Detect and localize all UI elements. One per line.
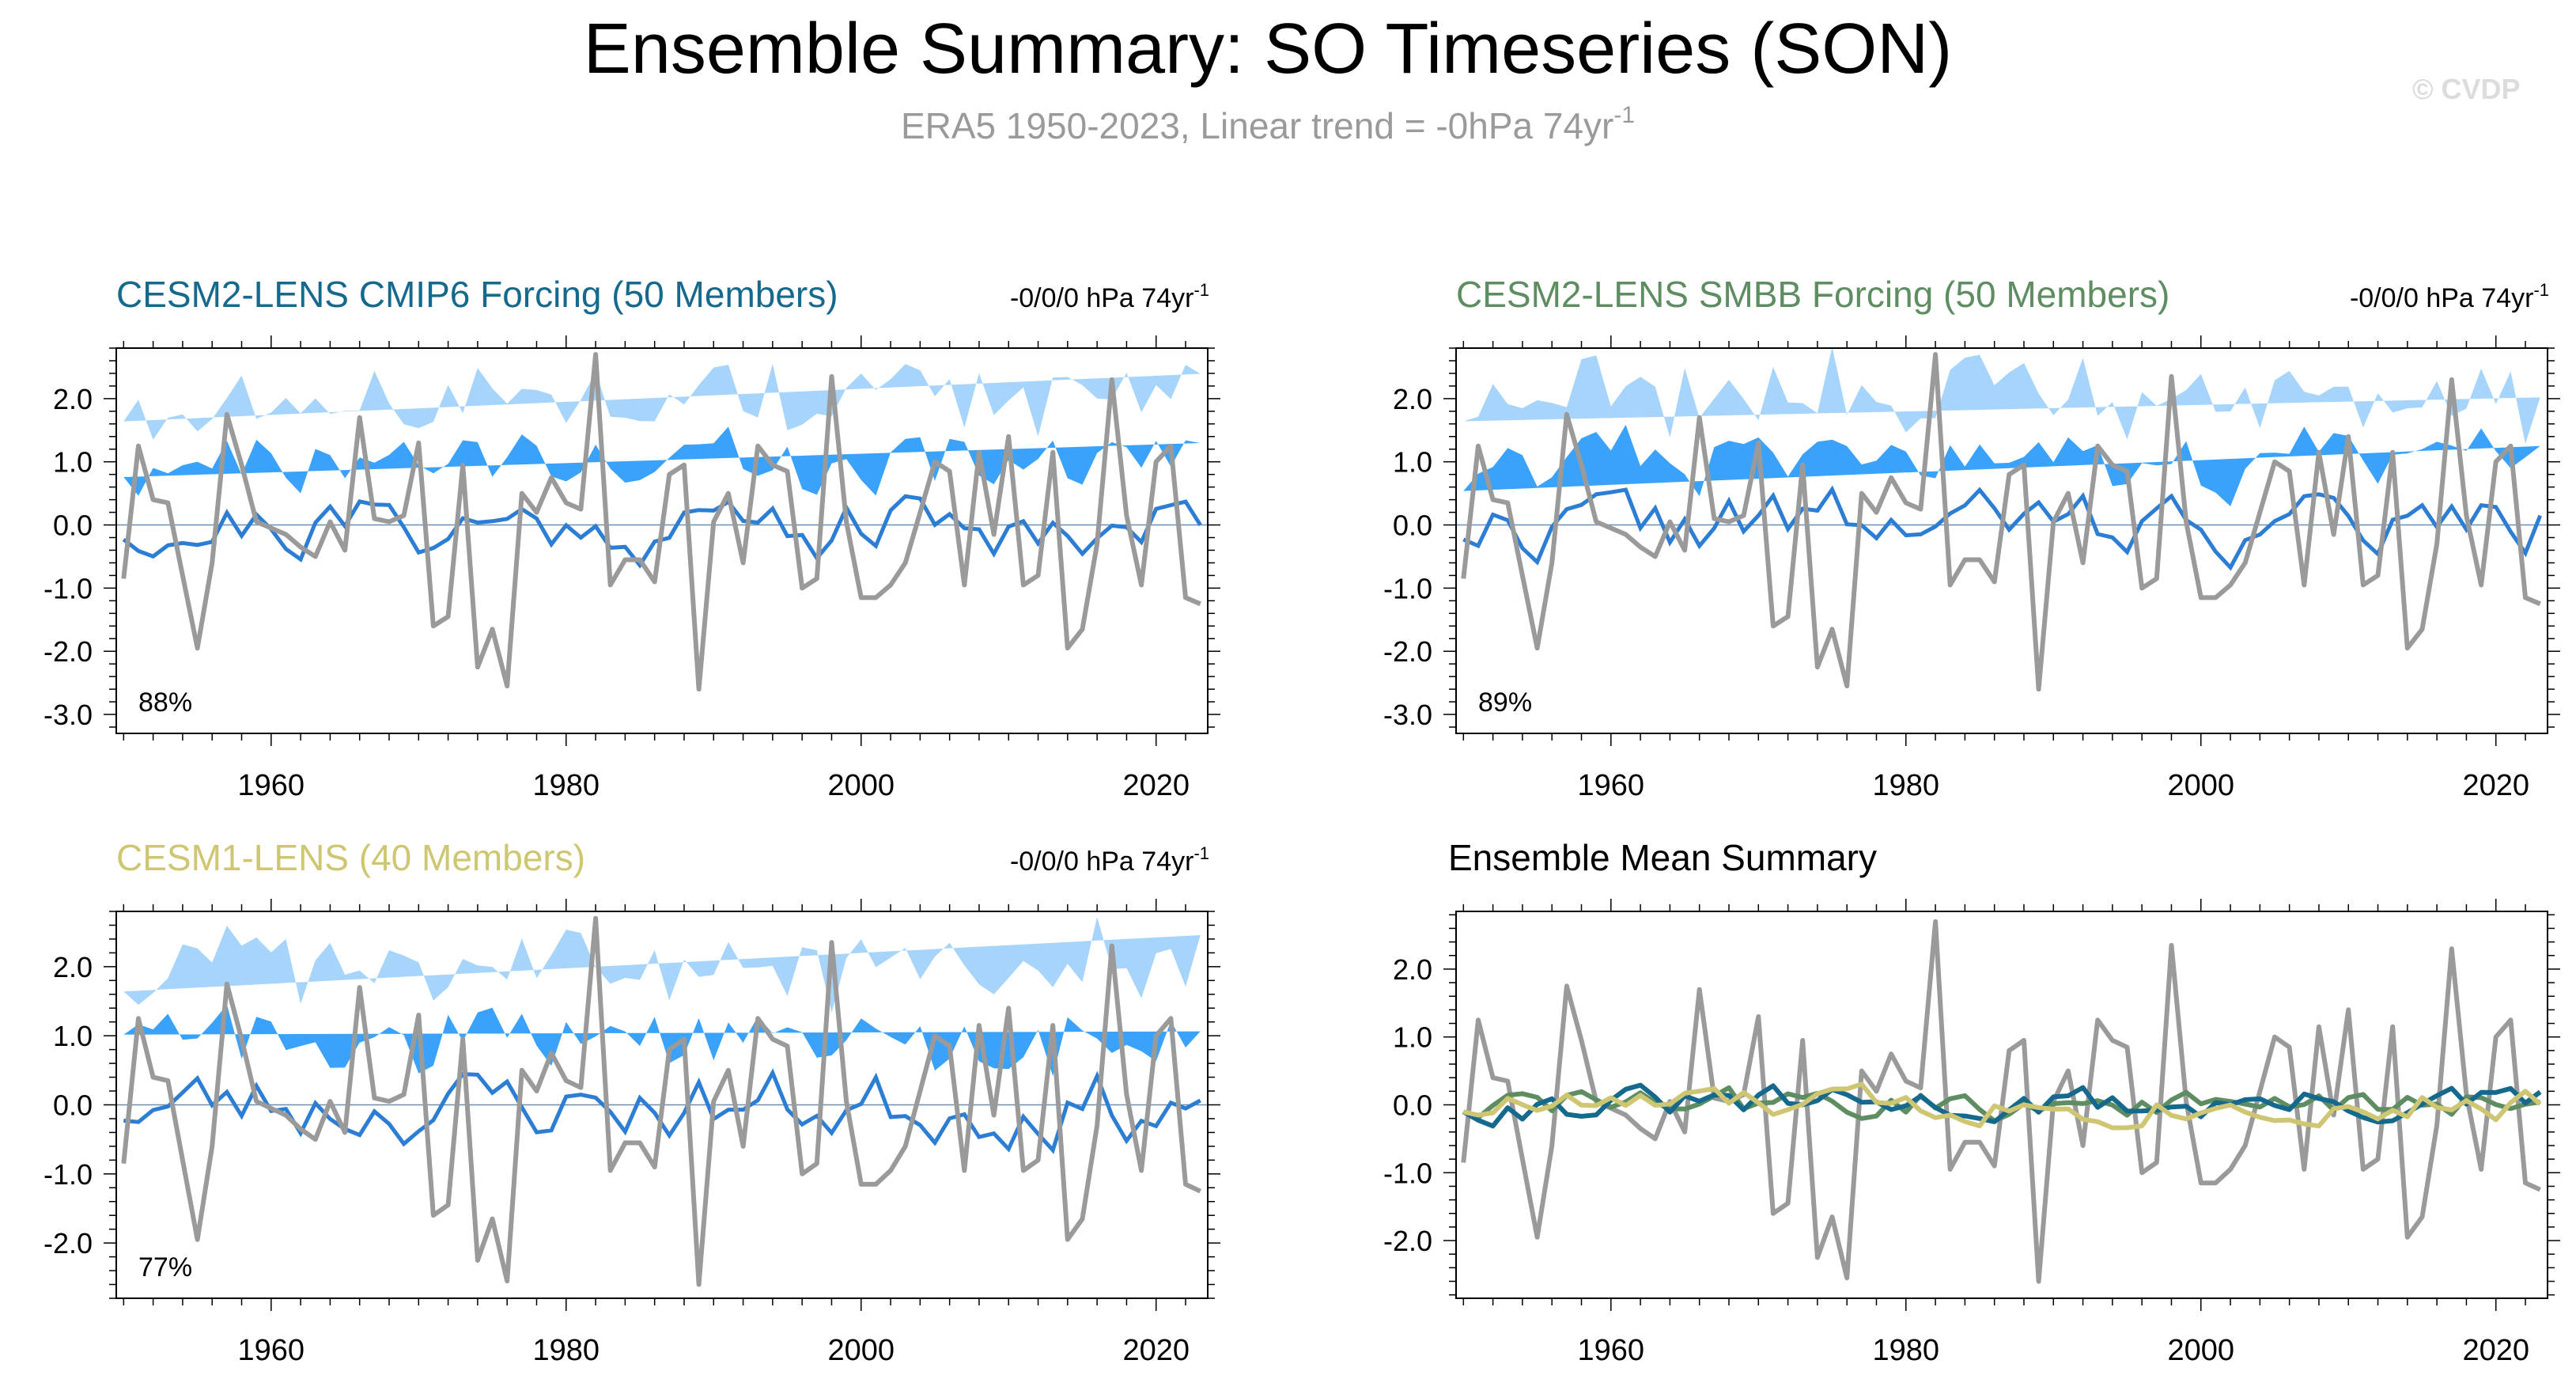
panel-title: CESM1-LENS (40 Members) bbox=[116, 837, 585, 878]
cvdp-watermark: © CVDP bbox=[2412, 73, 2521, 105]
y-tick-label: 2.0 bbox=[1393, 383, 1432, 415]
y-tick-label: 2.0 bbox=[53, 383, 93, 415]
plot-frame bbox=[1455, 347, 2548, 734]
panel-ensemble-mean-summary: Ensemble Mean Summary 2.0 1.0 0.0 -1.0 -2.0 19… bbox=[1383, 837, 2560, 1367]
inner-spread-band bbox=[1463, 424, 2540, 506]
x-tick-label: 1980 bbox=[1873, 1334, 1940, 1367]
obs-era5-line bbox=[121, 915, 1201, 1287]
y-tick-label: -1.0 bbox=[44, 1158, 93, 1191]
figure-subtitle: ERA5 1950-2023, Linear trend = -0hPa 74y… bbox=[901, 102, 1635, 146]
panel-title: CESM2-LENS CMIP6 Forcing (50 Members) bbox=[116, 274, 838, 315]
inner-spread-band bbox=[123, 1004, 1201, 1077]
inner-spread-band bbox=[123, 426, 1201, 496]
y-tick-label: -3.0 bbox=[44, 699, 93, 731]
percent-label: 77% bbox=[138, 1252, 192, 1282]
x-tick-label: 2020 bbox=[2462, 1334, 2529, 1367]
outer-spread-band bbox=[123, 916, 1201, 1013]
obs-era5-line bbox=[121, 352, 1201, 692]
trend-label: -0/0/0 hPa 74yr-1 bbox=[2350, 280, 2549, 313]
y-tick-label: 0.0 bbox=[1393, 1089, 1432, 1122]
trend-text: -0/0/0 hPa 74yr bbox=[1010, 847, 1193, 877]
trend-text: -0/0/0 hPa 74yr bbox=[2350, 283, 2533, 313]
panel-title: Ensemble Mean Summary bbox=[1448, 837, 1877, 878]
x-tick-label: 1980 bbox=[533, 769, 600, 802]
figure-title: Ensemble Summary: SO Timeseries (SON) bbox=[584, 9, 1952, 89]
x-tick-label: 1960 bbox=[238, 769, 305, 802]
plot-area bbox=[1456, 348, 2548, 692]
y-tick-label: -2.0 bbox=[44, 1227, 93, 1260]
trend-label: -0/0/0 hPa 74yr-1 bbox=[1010, 280, 1209, 313]
x-tick-label: 2000 bbox=[2167, 1334, 2234, 1367]
percent-label: 88% bbox=[138, 688, 192, 718]
y-tick-label: 0.0 bbox=[53, 1089, 93, 1122]
plot-area bbox=[116, 352, 1208, 692]
y-tick-label: -1.0 bbox=[1383, 1157, 1432, 1189]
y-tick-label: 1.0 bbox=[1393, 446, 1432, 479]
trend-superscript: -1 bbox=[1193, 843, 1209, 863]
outer-spread-band bbox=[123, 363, 1201, 440]
x-tick-label: 1960 bbox=[1578, 769, 1645, 802]
y-tick-label: -2.0 bbox=[1383, 1225, 1432, 1257]
x-tick-label: 1960 bbox=[1578, 1334, 1645, 1367]
plot-area bbox=[116, 915, 1208, 1287]
series-line-cesm1-lens bbox=[1462, 1081, 2542, 1131]
x-tick-label: 1980 bbox=[533, 1334, 600, 1367]
panel-cesm2-smbb: CESM2-LENS SMBB Forcing (50 Members) -0/0… bbox=[1383, 274, 2560, 802]
y-tick-label: -3.0 bbox=[1383, 699, 1432, 731]
y-tick-label: 0.0 bbox=[53, 509, 93, 542]
x-tick-label: 2000 bbox=[2167, 769, 2234, 802]
y-tick-label: 1.0 bbox=[53, 446, 93, 479]
trend-text: -0/0/0 hPa 74yr bbox=[1010, 283, 1193, 313]
x-tick-label: 2020 bbox=[1122, 1334, 1190, 1367]
x-tick-label: 2020 bbox=[2462, 769, 2529, 802]
y-tick-label: 2.0 bbox=[1393, 953, 1432, 986]
percent-label: 89% bbox=[1478, 688, 1532, 718]
panel-cesm2-cmip6: CESM2-LENS CMIP6 Forcing (50 Members) -0/… bbox=[44, 274, 1220, 802]
trend-label: -0/0/0 hPa 74yr-1 bbox=[1010, 843, 1209, 877]
obs-era5-line bbox=[1461, 352, 2541, 692]
trend-superscript: -1 bbox=[1193, 280, 1209, 300]
y-tick-label: 2.0 bbox=[53, 951, 93, 983]
outer-spread-band bbox=[1463, 348, 2540, 444]
x-tick-label: 1960 bbox=[238, 1334, 305, 1367]
series-line-cesm2-lens-cmip6 bbox=[1462, 1082, 2542, 1129]
y-tick-label: -1.0 bbox=[44, 572, 93, 604]
y-tick-label: 1.0 bbox=[53, 1020, 93, 1052]
y-tick-label: -1.0 bbox=[1383, 572, 1432, 604]
x-tick-label: 2000 bbox=[827, 769, 895, 802]
y-tick-label: 0.0 bbox=[1393, 509, 1432, 542]
y-tick-label: -2.0 bbox=[44, 635, 93, 668]
panel-cesm1: CESM1-LENS (40 Members) -0/0/0 hPa 74yr-1… bbox=[44, 837, 1220, 1367]
x-tick-label: 2020 bbox=[1122, 769, 1190, 802]
y-tick-label: -2.0 bbox=[1383, 635, 1432, 668]
plot-frame bbox=[115, 347, 1209, 734]
x-tick-label: 1980 bbox=[1873, 769, 1940, 802]
y-tick-label: 1.0 bbox=[1393, 1021, 1432, 1054]
x-tick-label: 2000 bbox=[827, 1334, 895, 1367]
trend-superscript: -1 bbox=[2533, 280, 2549, 300]
plot-area bbox=[1461, 919, 2542, 1284]
panel-title: CESM2-LENS SMBB Forcing (50 Members) bbox=[1456, 274, 2169, 315]
